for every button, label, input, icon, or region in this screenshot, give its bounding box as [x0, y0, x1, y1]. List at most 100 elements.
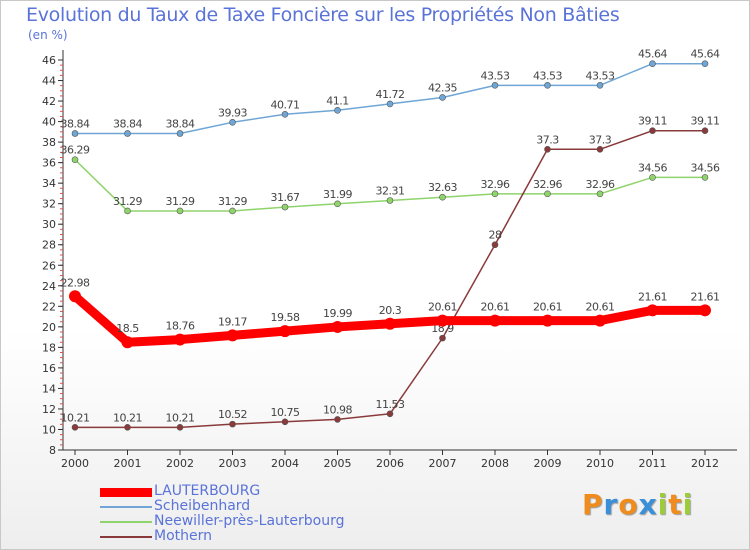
- data-label: 32.63: [428, 181, 457, 194]
- data-point: [596, 145, 604, 153]
- data-label: 34.56: [691, 161, 720, 174]
- data-point: [174, 333, 186, 346]
- data-point: [699, 304, 711, 317]
- data-point: [124, 207, 131, 215]
- data-label: 38.84: [113, 117, 142, 130]
- x-tick-label: 2003: [219, 457, 247, 470]
- y-tick-label: 44: [42, 75, 56, 88]
- data-point: [436, 314, 449, 327]
- data-point: [281, 110, 289, 118]
- x-tick-label: 2011: [639, 457, 667, 470]
- data-label: 19.58: [271, 311, 300, 324]
- data-point: [334, 416, 341, 423]
- x-tick-label: 2004: [271, 457, 299, 470]
- logo-letter: r: [603, 488, 619, 521]
- y-tick-label: 20: [42, 321, 56, 334]
- data-label: 41.1: [326, 94, 349, 107]
- legend-label: Neewiller-près-Lauterbourg: [154, 513, 345, 529]
- data-label: 42.35: [428, 81, 457, 94]
- data-point: [544, 82, 551, 89]
- x-tick-label: 2010: [586, 457, 614, 470]
- data-label: 31.29: [166, 195, 195, 208]
- data-point: [596, 190, 604, 198]
- data-point: [331, 320, 344, 333]
- data-point: [334, 106, 341, 114]
- data-point: [176, 424, 184, 431]
- y-tick-label: 28: [42, 239, 56, 252]
- data-label: 34.56: [638, 161, 667, 174]
- logo-letter: P: [582, 488, 604, 521]
- x-tick-label: 2009: [534, 457, 562, 470]
- data-point: [124, 424, 131, 431]
- data-point: [439, 94, 446, 101]
- data-point: [541, 314, 554, 327]
- data-point: [701, 127, 709, 135]
- data-label: 38.84: [166, 117, 195, 130]
- data-point: [596, 82, 604, 89]
- data-label: 20.61: [586, 301, 615, 314]
- data-point: [386, 197, 394, 204]
- data-label: 37.3: [589, 133, 612, 146]
- x-tick-label: 2002: [166, 457, 194, 470]
- y-tick-label: 26: [42, 259, 56, 272]
- legend-label: LAUTERBOURG: [154, 483, 261, 499]
- data-label: 31.29: [218, 195, 247, 208]
- data-label: 11.53: [376, 398, 405, 411]
- data-point: [594, 314, 606, 327]
- x-tick-label: 2005: [324, 457, 352, 470]
- data-point: [121, 336, 134, 349]
- y-tick-label: 38: [42, 136, 56, 149]
- data-label: 18.5: [116, 322, 139, 335]
- y-tick-label: 34: [42, 177, 56, 190]
- logo-letter: o: [618, 488, 639, 521]
- y-tick-label: 36: [42, 157, 56, 170]
- y-tick-label: 46: [42, 54, 56, 67]
- data-point: [701, 60, 709, 67]
- data-label: 38.84: [61, 117, 90, 130]
- data-point: [439, 193, 446, 201]
- data-point: [229, 118, 236, 126]
- x-tick-label: 2008: [481, 457, 509, 470]
- data-point: [229, 420, 236, 428]
- data-point: [649, 174, 656, 181]
- data-label: 40.71: [271, 98, 300, 111]
- data-label: 21.61: [638, 290, 667, 303]
- data-point: [489, 314, 501, 327]
- x-tick-label: 2000: [61, 457, 89, 470]
- data-label: 32.96: [533, 178, 562, 191]
- y-tick-label: 16: [42, 362, 56, 375]
- data-point: [281, 418, 289, 426]
- data-point: [649, 60, 656, 67]
- y-tick-label: 30: [42, 218, 56, 231]
- y-tick-label: 12: [42, 403, 56, 416]
- data-label: 32.31: [376, 185, 405, 198]
- y-tick-label: 42: [42, 95, 56, 108]
- logo-letter: x: [638, 488, 658, 521]
- data-point: [544, 145, 551, 153]
- data-label: 18.76: [166, 320, 195, 333]
- data-point: [176, 207, 184, 215]
- legend-swatch: [100, 487, 152, 497]
- data-point: [229, 207, 236, 215]
- data-label: 19.99: [323, 307, 352, 320]
- data-label: 32.96: [481, 178, 510, 191]
- data-point: [386, 100, 394, 108]
- data-label: 39.11: [691, 115, 720, 128]
- data-label: 21.61: [691, 290, 720, 303]
- proxiti-logo: Proxiti: [582, 488, 693, 521]
- y-tick-label: 8: [49, 444, 56, 457]
- logo-letter: t: [668, 488, 683, 521]
- data-point: [71, 156, 79, 163]
- data-point: [491, 82, 499, 89]
- data-point: [124, 130, 131, 137]
- data-label: 32.96: [586, 178, 615, 191]
- data-point: [176, 130, 184, 137]
- data-label: 41.72: [376, 88, 405, 101]
- data-point: [649, 127, 656, 135]
- data-label: 10.52: [218, 408, 247, 421]
- x-tick-label: 2007: [429, 457, 457, 470]
- data-label: 20.61: [428, 301, 457, 314]
- data-label: 45.64: [638, 48, 667, 61]
- data-point: [71, 130, 79, 137]
